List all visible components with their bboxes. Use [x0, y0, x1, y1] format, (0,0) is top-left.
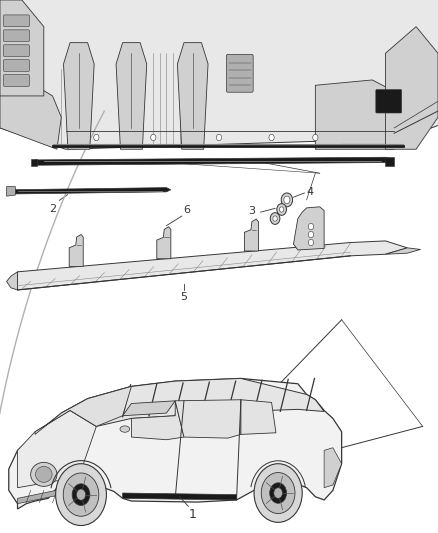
Polygon shape	[0, 85, 61, 149]
FancyBboxPatch shape	[4, 45, 29, 56]
Text: 1: 1	[189, 508, 197, 521]
Polygon shape	[7, 272, 18, 290]
Bar	[31, 159, 37, 166]
Circle shape	[63, 473, 99, 516]
Ellipse shape	[120, 426, 130, 432]
Polygon shape	[123, 493, 237, 500]
Polygon shape	[385, 27, 438, 149]
Polygon shape	[35, 157, 394, 165]
Circle shape	[270, 213, 280, 224]
Polygon shape	[18, 410, 96, 488]
Circle shape	[273, 216, 277, 221]
Polygon shape	[0, 0, 438, 149]
Circle shape	[56, 464, 106, 526]
Circle shape	[216, 134, 222, 141]
Circle shape	[94, 134, 99, 141]
Circle shape	[277, 204, 286, 215]
FancyBboxPatch shape	[376, 90, 402, 113]
Text: 4: 4	[307, 187, 314, 197]
Text: 6: 6	[183, 205, 190, 215]
Bar	[385, 157, 394, 166]
Polygon shape	[241, 400, 276, 434]
Circle shape	[308, 223, 314, 230]
Text: 3: 3	[248, 206, 255, 216]
Polygon shape	[64, 43, 94, 149]
Polygon shape	[131, 401, 184, 440]
Polygon shape	[9, 378, 342, 509]
Polygon shape	[177, 43, 208, 149]
FancyBboxPatch shape	[4, 30, 29, 42]
Polygon shape	[244, 219, 258, 251]
Circle shape	[151, 134, 156, 141]
FancyBboxPatch shape	[226, 54, 253, 92]
Polygon shape	[18, 241, 407, 290]
Circle shape	[261, 472, 295, 514]
Polygon shape	[0, 0, 44, 96]
Polygon shape	[61, 378, 324, 426]
Circle shape	[254, 464, 302, 522]
Polygon shape	[324, 448, 342, 488]
Circle shape	[77, 489, 85, 500]
Circle shape	[308, 239, 314, 246]
Circle shape	[281, 193, 293, 207]
Circle shape	[308, 231, 314, 238]
Polygon shape	[315, 80, 407, 149]
Ellipse shape	[31, 462, 57, 486]
Polygon shape	[116, 43, 147, 149]
Text: 5: 5	[180, 292, 187, 302]
Polygon shape	[385, 248, 420, 254]
FancyBboxPatch shape	[4, 15, 29, 27]
Circle shape	[72, 484, 90, 505]
Circle shape	[274, 488, 283, 498]
Polygon shape	[18, 489, 61, 504]
Polygon shape	[293, 207, 324, 250]
Polygon shape	[157, 227, 171, 259]
Polygon shape	[35, 386, 131, 434]
Text: 2: 2	[49, 204, 56, 214]
Circle shape	[279, 207, 284, 212]
Circle shape	[313, 134, 318, 141]
Circle shape	[284, 196, 290, 204]
Ellipse shape	[35, 466, 52, 482]
FancyBboxPatch shape	[4, 60, 29, 71]
Circle shape	[270, 483, 286, 503]
Circle shape	[269, 134, 274, 141]
Polygon shape	[7, 187, 15, 196]
Polygon shape	[9, 188, 171, 194]
FancyBboxPatch shape	[4, 75, 29, 86]
Polygon shape	[175, 400, 241, 438]
Polygon shape	[123, 401, 175, 416]
Polygon shape	[69, 235, 83, 266]
